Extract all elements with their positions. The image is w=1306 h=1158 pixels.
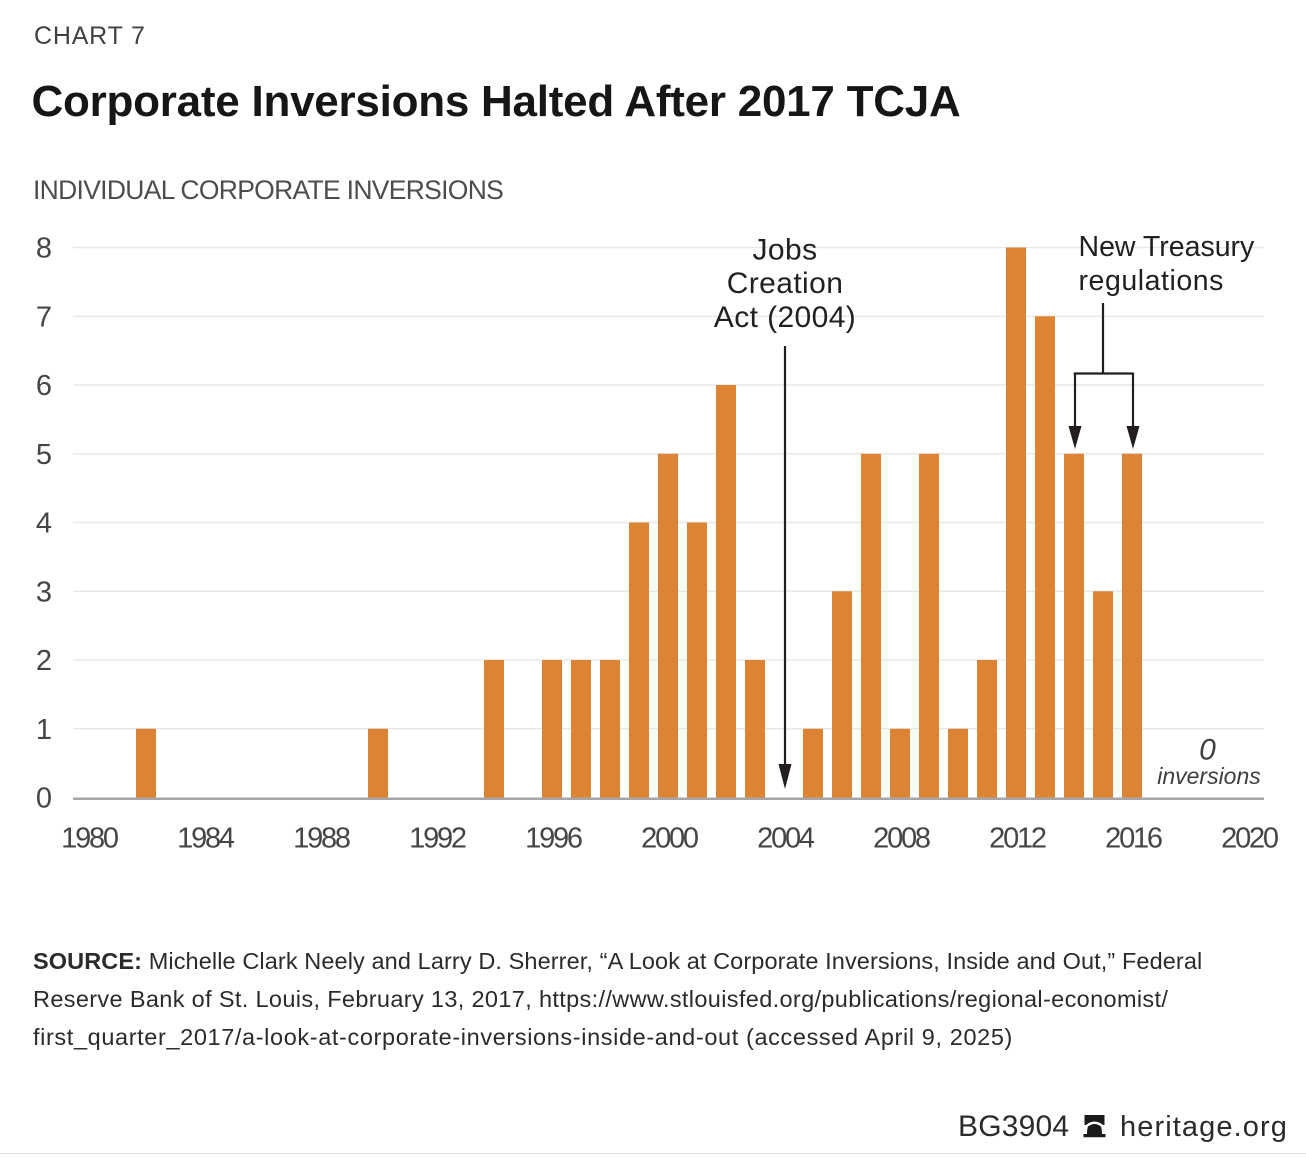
svg-text:0: 0 bbox=[36, 783, 52, 815]
svg-text:2020: 2020 bbox=[1221, 823, 1278, 855]
svg-text:Act (2004): Act (2004) bbox=[714, 301, 856, 334]
svg-text:3: 3 bbox=[36, 576, 52, 608]
svg-text:8: 8 bbox=[36, 233, 52, 265]
svg-text:1: 1 bbox=[36, 714, 52, 746]
svg-text:1996: 1996 bbox=[525, 823, 582, 855]
svg-text:5: 5 bbox=[36, 439, 52, 471]
svg-text:2012: 2012 bbox=[989, 823, 1046, 855]
svg-text:1992: 1992 bbox=[409, 823, 466, 855]
svg-text:1984: 1984 bbox=[177, 823, 235, 855]
svg-text:2008: 2008 bbox=[873, 823, 930, 855]
svg-text:inversions: inversions bbox=[1157, 763, 1261, 789]
svg-text:7: 7 bbox=[36, 301, 52, 333]
svg-text:6: 6 bbox=[36, 370, 52, 402]
svg-text:1980: 1980 bbox=[61, 823, 118, 855]
svg-text:Creation: Creation bbox=[727, 267, 844, 300]
svg-text:New Treasury: New Treasury bbox=[1079, 231, 1256, 263]
svg-text:heritage.org: heritage.org bbox=[1120, 1111, 1288, 1143]
svg-text:0: 0 bbox=[1199, 734, 1216, 767]
svg-text:4: 4 bbox=[36, 508, 52, 540]
svg-text:2016: 2016 bbox=[1105, 823, 1162, 855]
svg-text:2004: 2004 bbox=[757, 823, 815, 855]
svg-text:BG3904: BG3904 bbox=[958, 1110, 1069, 1143]
svg-text:Jobs: Jobs bbox=[753, 234, 818, 267]
svg-text:regulations: regulations bbox=[1079, 265, 1224, 297]
svg-text:2000: 2000 bbox=[641, 823, 698, 855]
svg-text:2: 2 bbox=[36, 645, 52, 677]
svg-text:1988: 1988 bbox=[293, 823, 350, 855]
